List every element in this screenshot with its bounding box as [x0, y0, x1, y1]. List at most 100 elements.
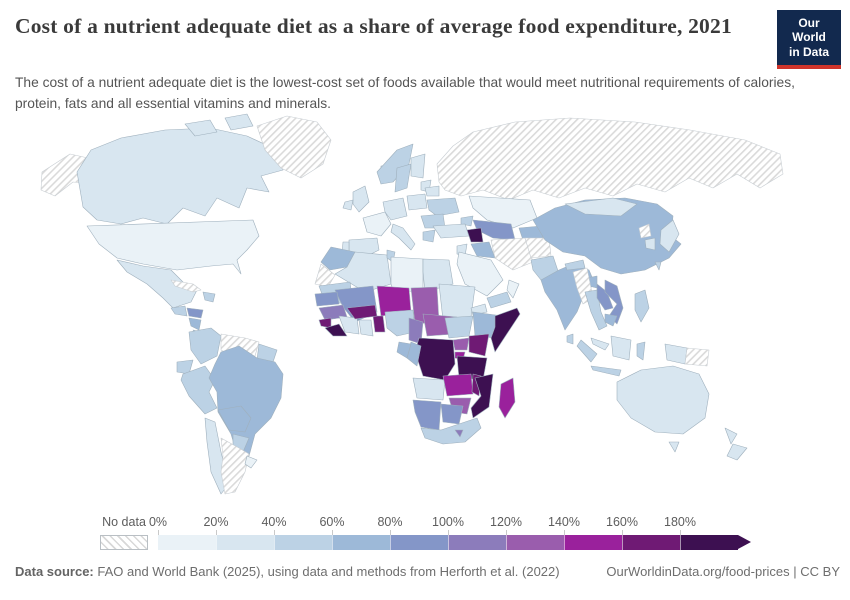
country-south-korea[interactable]	[644, 237, 656, 251]
legend-tick-label: 160%	[606, 515, 638, 529]
country-australia[interactable]	[616, 365, 710, 435]
owid-url-license[interactable]: OurWorldinData.org/food-prices | CC BY	[606, 564, 840, 579]
country-south-sudan[interactable]	[444, 315, 474, 339]
country-senegal[interactable]	[314, 291, 340, 307]
country-sudan[interactable]	[438, 283, 476, 321]
country-new-zealand-south[interactable]	[726, 443, 748, 461]
country-canada-arctic-2[interactable]	[224, 113, 254, 131]
country-gabon[interactable]	[396, 341, 412, 359]
country-liberia[interactable]	[324, 323, 348, 337]
country-taiwan[interactable]	[654, 261, 662, 271]
country-russia[interactable]	[436, 117, 784, 201]
country-ireland[interactable]	[342, 199, 354, 211]
country-ivory-coast[interactable]	[338, 315, 360, 335]
country-sweden[interactable]	[394, 163, 412, 193]
country-france[interactable]	[362, 211, 392, 237]
country-caucasus[interactable]	[460, 215, 474, 227]
country-turkey[interactable]	[432, 223, 470, 239]
country-greece[interactable]	[422, 229, 436, 243]
country-madagascar[interactable]	[498, 377, 516, 419]
country-nepal[interactable]	[564, 259, 586, 271]
country-japan[interactable]	[659, 219, 680, 253]
country-iran[interactable]	[490, 237, 534, 271]
country-west-new-guinea[interactable]	[664, 343, 688, 365]
country-oman[interactable]	[506, 279, 520, 299]
country-philippines[interactable]	[634, 289, 650, 323]
country-dr-congo[interactable]	[414, 337, 456, 381]
country-tasmania[interactable]	[668, 441, 680, 453]
no-data-label: No data	[102, 515, 146, 529]
country-yemen[interactable]	[486, 291, 512, 309]
country-north-korea[interactable]	[638, 223, 652, 239]
country-honduras[interactable]	[186, 307, 204, 319]
country-south-africa[interactable]	[420, 417, 482, 445]
country-namibia[interactable]	[412, 399, 442, 431]
country-morocco[interactable]	[320, 246, 356, 271]
country-papua-new-guinea[interactable]	[684, 347, 710, 367]
legend-color-bar[interactable]	[158, 535, 751, 550]
country-nicaragua[interactable]	[188, 317, 202, 331]
country-argentina[interactable]	[220, 437, 250, 495]
country-mongolia[interactable]	[564, 197, 638, 217]
legend-tick-label: 100%	[432, 515, 464, 529]
country-ghana[interactable]	[358, 319, 374, 337]
country-egypt[interactable]	[422, 258, 454, 293]
country-burkina-faso[interactable]	[346, 304, 378, 320]
country-zambia[interactable]	[442, 373, 474, 397]
country-nigeria[interactable]	[384, 309, 416, 337]
country-italy[interactable]	[390, 223, 416, 251]
country-uganda[interactable]	[452, 337, 470, 351]
country-united-states[interactable]	[86, 219, 260, 275]
country-colombia[interactable]	[188, 327, 222, 365]
country-lesotho[interactable]	[454, 429, 464, 438]
country-java-indonesia[interactable]	[590, 365, 622, 377]
country-kazakhstan[interactable]	[468, 195, 538, 229]
country-hispaniola[interactable]	[202, 291, 216, 303]
country-poland[interactable]	[406, 193, 428, 211]
country-malaysia[interactable]	[590, 337, 610, 351]
country-finland[interactable]	[410, 153, 426, 179]
country-peru[interactable]	[180, 365, 218, 415]
country-sumatra-indonesia[interactable]	[576, 339, 598, 363]
legend-tick-label: 0%	[148, 515, 168, 529]
country-afghanistan[interactable]	[524, 237, 552, 259]
world-map	[40, 113, 784, 495]
country-cambodia[interactable]	[604, 313, 618, 327]
country-canada-arctic-1[interactable]	[184, 119, 218, 137]
country-greenland[interactable]	[256, 115, 332, 179]
legend-tick-label: 180%	[664, 515, 696, 529]
no-data-swatch[interactable]	[100, 535, 148, 550]
country-brazil[interactable]	[208, 345, 284, 457]
owid-logo[interactable]: Our World in Data	[777, 10, 841, 70]
country-mozambique[interactable]	[470, 373, 494, 419]
country-kenya[interactable]	[468, 333, 490, 357]
country-guatemala[interactable]	[170, 305, 188, 317]
country-uruguay[interactable]	[244, 455, 258, 469]
country-united-kingdom[interactable]	[352, 185, 370, 213]
country-borneo[interactable]	[610, 335, 632, 361]
data-source-note: Data source: FAO and World Bank (2025), …	[15, 564, 560, 579]
country-libya[interactable]	[390, 256, 424, 293]
data-source-label: Data source:	[15, 564, 94, 579]
country-somalia[interactable]	[490, 307, 521, 353]
country-belarus[interactable]	[424, 185, 440, 197]
chart-footer: Data source: FAO and World Bank (2025), …	[15, 564, 840, 579]
country-mexico[interactable]	[116, 259, 198, 309]
country-norway[interactable]	[376, 143, 414, 185]
country-canada[interactable]	[76, 127, 284, 225]
country-bolivia[interactable]	[217, 405, 252, 433]
country-cuba[interactable]	[170, 279, 202, 293]
country-sri-lanka[interactable]	[566, 333, 574, 345]
country-saudi-arabia[interactable]	[456, 251, 504, 297]
map-legend: No data 0% 20% 40% 60% 80% 100% 120% 140% 160% 18…	[100, 514, 780, 554]
country-syria[interactable]	[466, 227, 484, 243]
country-togo-benin[interactable]	[372, 315, 386, 333]
page-title: Cost of a nutrient adequate diet as a sh…	[15, 14, 732, 38]
country-botswana[interactable]	[440, 403, 464, 425]
country-ukraine[interactable]	[426, 197, 460, 217]
country-germany-central-europe[interactable]	[382, 197, 408, 221]
country-sulawesi[interactable]	[636, 341, 646, 361]
country-angola[interactable]	[412, 377, 446, 401]
owid-logo-line1: Our World	[792, 16, 826, 45]
country-new-zealand-north[interactable]	[724, 427, 738, 445]
